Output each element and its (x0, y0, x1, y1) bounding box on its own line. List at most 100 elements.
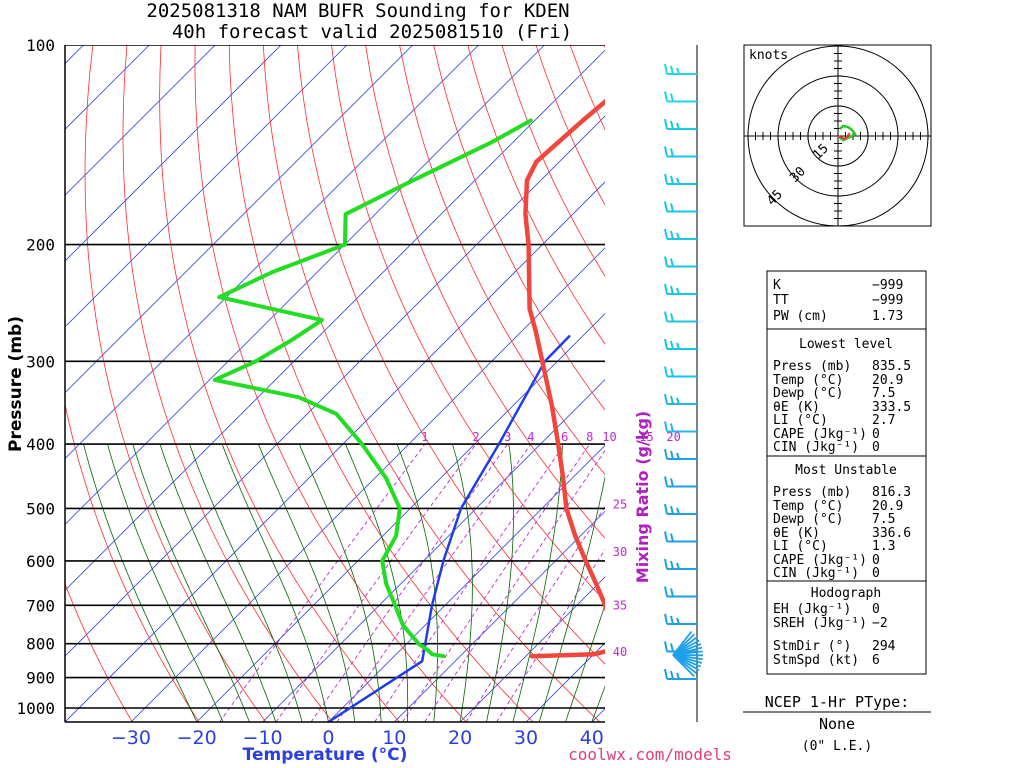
isotherm-line (65, 115, 605, 657)
mixing-ratio-line (310, 443, 509, 722)
isotherm-line (65, 45, 545, 525)
hodograph-section-header: Hodograph (811, 586, 881, 601)
mixing-ratio-value-label: 10 (602, 430, 616, 444)
moist-adiabat-line (452, 443, 473, 722)
moist-adiabat-line (591, 685, 605, 722)
mixing-ratio-lines (219, 443, 605, 722)
chart-title: 2025081318 NAM BUFR Sounding for KDEN (146, 0, 569, 22)
wind-barb-flag (670, 230, 674, 240)
mixing-ratio-line (496, 548, 605, 722)
ptype-title: NCEP 1-Hr PType: (765, 693, 910, 711)
wind-barb-flag (664, 448, 668, 460)
wind-barb-flag (664, 586, 668, 597)
wind-barb-flag (670, 478, 674, 487)
eh-value: 0 (872, 602, 880, 617)
ll-theta-label: θE (K) (773, 400, 820, 415)
wind-barb-flag (670, 505, 674, 515)
isotherm-line (65, 49, 605, 591)
moist-adiabat-line (83, 443, 198, 722)
y-axis-title: Pressure (mb) (6, 316, 26, 452)
isotherm-line (65, 45, 348, 328)
ll-press-label: Press (mb) (773, 359, 851, 374)
indices-frame (766, 270, 927, 675)
indices-panel: K −999 TT −999 PW (cm) 1.73 Lowest level… (766, 270, 927, 675)
hodograph-units: knots (749, 48, 788, 63)
pressure-tick-label: 100 (26, 36, 55, 55)
mu-theta-label: θE (K) (773, 526, 820, 541)
moist-adiabat-line (189, 443, 303, 722)
wind-barb-flag (670, 588, 674, 597)
pressure-tick-label: 300 (26, 352, 55, 371)
pressure-tick-label: 600 (26, 552, 55, 571)
dry-adiabat-line (979, 45, 1024, 722)
wind-barb-flag (670, 615, 674, 625)
source-credit: coolwx.com/models (568, 745, 732, 764)
pressure-tick-label: 500 (26, 499, 55, 518)
dry-adiabat-line (65, 582, 133, 722)
mixing-ratio-side-label: 35 (613, 598, 627, 612)
wind-barb-flag (670, 93, 674, 102)
pressure-tick-label: 400 (26, 435, 55, 454)
wind-barb-flag (670, 258, 674, 267)
wind-barb-flag (670, 643, 674, 652)
wind-barb-flag (676, 122, 680, 130)
dry-adiabat-line (1013, 45, 1024, 722)
temperature-trace-line (523, 98, 605, 659)
hodograph-low-level-trace (837, 132, 851, 141)
mixing-ratio-value-label: 8 (586, 430, 593, 444)
ll-theta-value: 333.5 (872, 400, 911, 415)
isotherm-line (65, 45, 479, 460)
ll-temp-value: 20.9 (872, 373, 903, 388)
temperature-tick-label: 10 (382, 727, 406, 749)
wind-barb-flag (670, 148, 674, 157)
dry-adiabat-line (228, 45, 534, 722)
wind-barb-flag (670, 670, 674, 680)
temperature-tick-label: −20 (177, 727, 217, 749)
ll-cin-label: CIN (Jkg⁻¹) (773, 440, 859, 455)
wind-barb-flag (670, 313, 674, 322)
eh-label: EH (Jkg⁻¹) (773, 602, 851, 617)
temperature-tick-label: −10 (243, 727, 283, 749)
dry-adiabat-line (365, 45, 605, 539)
wind-barb-flag (664, 63, 668, 75)
dry-adiabat-line (297, 45, 605, 665)
wind-barb-flag (664, 531, 668, 542)
pw-label: PW (cm) (773, 309, 828, 324)
mu-cin-label: CIN (Jkg⁻¹) (773, 566, 859, 581)
sounding-series (212, 98, 605, 722)
pressure-tick-label: 700 (26, 596, 55, 615)
isobar-lines (65, 45, 605, 709)
ll-li-value: 2.7 (872, 413, 895, 428)
isotherm-line (262, 379, 605, 722)
temperature-tick-label: 30 (514, 727, 538, 749)
wind-barb-flag (670, 340, 674, 350)
wind-barb-flag (670, 65, 674, 75)
isotherm-line (130, 247, 605, 722)
dry-adiabat-line (331, 45, 605, 602)
ll-cape-label: CAPE (Jkg⁻¹) (773, 427, 867, 442)
mixing-ratio-line (219, 443, 426, 722)
mixing-ratio-value-label: 15 (639, 430, 653, 444)
wind-barb-flag (664, 668, 668, 680)
ptype-value: None (819, 715, 855, 733)
mixing-ratio-line (465, 505, 605, 722)
dry-adiabat-line (433, 45, 605, 411)
temperature-tick-label: 40 (580, 727, 604, 749)
moist-adiabat-line (345, 443, 409, 722)
wind-barb-flag (676, 342, 680, 350)
wind-barb-flag (664, 421, 668, 432)
ll-cape-value: 0 (872, 427, 880, 442)
isotherm-line (328, 444, 605, 722)
dry-adiabat-line (122, 45, 334, 722)
mixing-ratio-value-label: 2 (472, 430, 479, 444)
moist-adiabat-line (486, 444, 514, 722)
wind-barb-flag (676, 562, 680, 570)
temperature-tick-label: 20 (448, 727, 472, 749)
temperature-tick-label: −30 (111, 727, 151, 749)
chart-subtitle: 40h forecast valid 2025081510 (Fri) (172, 21, 572, 43)
mixing-ratio-side-label: 30 (613, 545, 627, 559)
moist-adiabat-line (512, 444, 563, 722)
ll-temp-label: Temp (°C) (773, 373, 843, 388)
wind-barb-flag (670, 368, 674, 377)
